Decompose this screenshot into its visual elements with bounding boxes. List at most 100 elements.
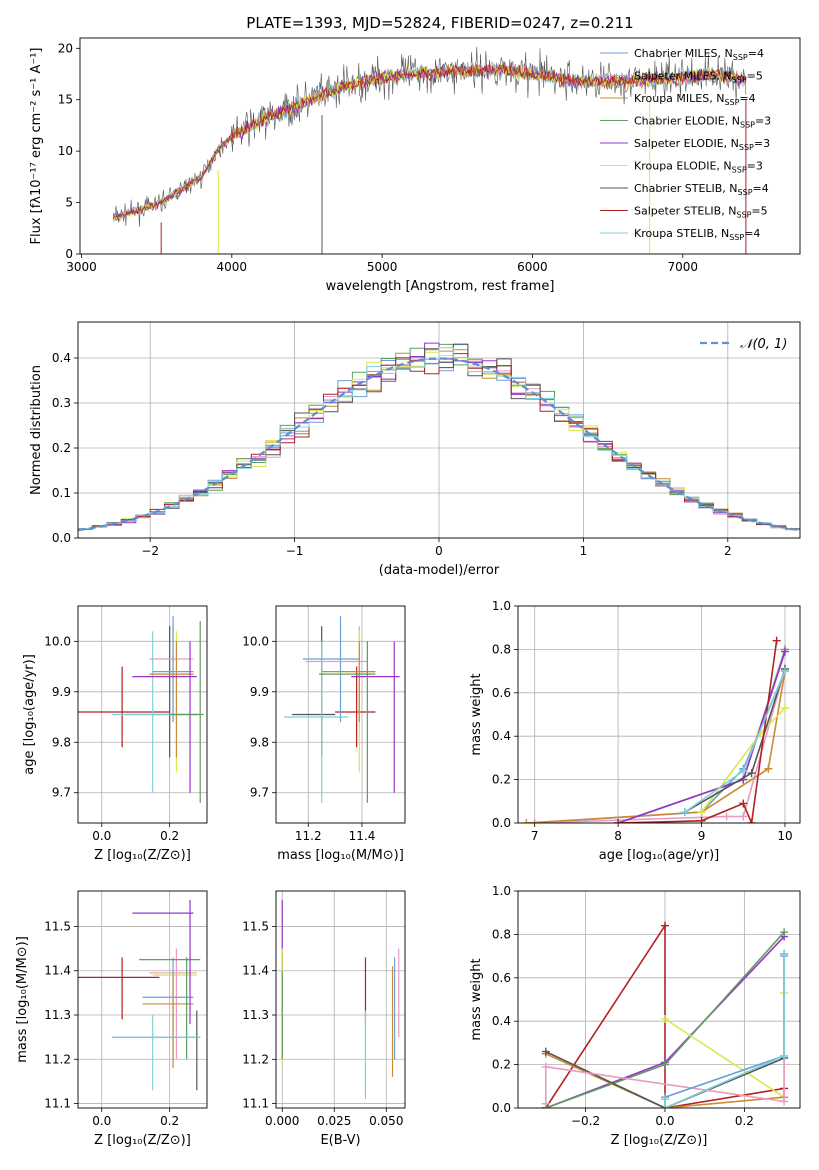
mass-weight-line (700, 707, 786, 813)
x-tick-label: 11.2 (295, 829, 322, 843)
y-tick-label: 0.2 (492, 773, 511, 787)
legend-label: Chabrier MILES, NSSP=4 (634, 47, 764, 62)
x-axis-label: Z [log₁₀(Z/Z⊙)] (611, 1133, 708, 1148)
plot-area (281, 899, 400, 1100)
x-tick-label: −2 (141, 544, 159, 558)
y-tick-label: 5 (65, 196, 73, 210)
plus-marker (541, 1062, 550, 1071)
x-tick-label: 10 (777, 829, 792, 843)
y-tick-label: 11.4 (44, 964, 71, 978)
plus-marker (660, 1015, 669, 1024)
x-axis-label: wavelength [Angstrom, rest frame] (326, 279, 555, 294)
y-tick-label: 11.1 (242, 1097, 269, 1111)
x-axis-label: age [log₁₀(age/yr)] (599, 848, 720, 863)
y-tick-label: 0.0 (492, 1101, 511, 1115)
y-tick-label: 0.8 (492, 642, 511, 656)
y-tick-label: 10.0 (242, 634, 269, 648)
plus-marker (614, 819, 623, 823)
y-axis-label: age [log₁₀(age/yr)] (22, 654, 37, 775)
y-tick-label: 9.8 (52, 735, 71, 749)
legend-label: Chabrier ELODIE, NSSP=3 (634, 115, 771, 130)
plus-marker (739, 812, 748, 821)
y-tick-label: 1.0 (492, 599, 511, 613)
x-tick-label: 2 (724, 544, 732, 558)
legend-label: Chabrier STELIB, NSSP=4 (634, 182, 769, 197)
mass-weight-line (664, 953, 785, 1108)
y-tick-label: 11.5 (44, 919, 71, 933)
y-axis-label: Normed distribution (29, 365, 44, 495)
y-tick-label: 0.6 (492, 971, 511, 985)
plus-marker (697, 808, 706, 817)
y-tick-label: 11.2 (242, 1052, 269, 1066)
x-tick-label: 0.0 (655, 1114, 674, 1128)
mass-vs-extinction-panel: 0.000 0.025 0.050 11.1 11.2 11.3 11.4 11.5 E(B-V… (242, 890, 406, 1148)
y-tick-label: 0.3 (52, 396, 71, 410)
spectrum-panel: 3000 4000 5000 6000 7000 0 5 10 15 20 wavelength [… (29, 14, 801, 294)
x-tick-label: 0.2 (735, 1114, 754, 1128)
y-tick-label: 9.9 (250, 685, 269, 699)
plot-area (522, 636, 789, 823)
x-axis-label: (data-model)/error (379, 563, 500, 578)
x-tick-label: 4000 (217, 260, 248, 274)
y-tick-label: 9.8 (250, 735, 269, 749)
plus-marker (780, 703, 789, 712)
y-axis-label: Flux [fλ10⁻¹⁷ erg cm⁻² s⁻¹ A⁻¹] (29, 48, 44, 245)
axes-frame (275, 605, 406, 824)
plus-marker (739, 799, 748, 808)
x-tick-label: 7 (531, 829, 539, 843)
plus-marker (780, 928, 789, 937)
plus-marker (764, 764, 773, 773)
y-tick-label: 11.5 (242, 919, 269, 933)
legend-label: Kroupa MILES, NSSP=4 (634, 92, 756, 107)
y-tick-label: 9.7 (250, 786, 269, 800)
plot-area (78, 342, 800, 538)
plus-marker (541, 1099, 550, 1108)
x-tick-label: −0.2 (571, 1114, 600, 1128)
mass-weight-vs-age-panel: 7 8 9 10 0.0 0.2 0.4 0.6 0.8 1.0 age [log₁₀(age/yr… (469, 599, 801, 863)
mass-weight-vs-metallicity-panel: −0.2 0.0 0.2 0.0 0.2 0.4 0.6 0.8 1.0 Z [log₁₀(Z/Z… (469, 884, 801, 1148)
y-tick-label: 0.2 (492, 1058, 511, 1072)
x-tick-label: −1 (286, 544, 304, 558)
legend-label: Salpeter ELODIE, NSSP=3 (634, 137, 770, 152)
x-tick-label: 0.0 (92, 829, 111, 843)
y-axis-label: mass [log₁₀(M/M⊙)] (15, 936, 30, 1063)
legend-label: Kroupa ELODIE, NSSP=3 (634, 160, 763, 175)
legend-label: Salpeter STELIB, NSSP=5 (634, 205, 768, 220)
residual-histogram-panel: −2 −1 0 1 2 0.0 0.1 0.2 0.3 0.4 (data-model)/error… (29, 321, 801, 578)
x-axis-label: E(B-V) (320, 1133, 360, 1148)
y-tick-label: 0 (65, 247, 73, 261)
plus-marker (780, 1051, 789, 1060)
plus-marker (722, 812, 731, 821)
plus-marker (541, 1047, 550, 1056)
y-axis-label: mass weight (469, 958, 484, 1040)
y-tick-label: 15 (58, 93, 73, 107)
legend-label: 𝒩(0, 1) (740, 337, 787, 352)
axes-frame (79, 37, 801, 255)
plot-area (78, 899, 201, 1091)
plus-marker (660, 1104, 669, 1108)
plus-marker (780, 667, 789, 676)
x-tick-label: 0.2 (160, 1114, 179, 1128)
y-tick-label: 11.4 (242, 964, 269, 978)
x-axis-label: Z [log₁₀(Z/Z⊙)] (94, 1133, 191, 1148)
x-tick-label: 0 (435, 544, 443, 558)
y-tick-label: 0.0 (492, 816, 511, 830)
x-tick-label: 5000 (367, 260, 398, 274)
x-tick-label: 11.4 (349, 829, 376, 843)
age-vs-metallicity-panel: 0.0 0.2 9.7 9.8 9.9 10.0 Z [log₁₀(Z/Z⊙)] age [l… (22, 605, 208, 863)
chart-title: PLATE=1393, MJD=52824, FIBERID=0247, z=0… (246, 14, 633, 32)
y-axis-label: mass weight (469, 673, 484, 755)
plus-marker (780, 949, 789, 958)
x-tick-label: 6000 (517, 260, 548, 274)
plus-marker (660, 921, 669, 930)
axes-frame (77, 605, 208, 824)
spectrum-line (113, 62, 747, 219)
x-axis-label: Z [log₁₀(Z/Z⊙)] (94, 848, 191, 863)
mass-weight-line (526, 670, 786, 823)
axes-frame (517, 605, 801, 824)
axes-frame (77, 890, 208, 1109)
y-tick-label: 0.4 (52, 351, 71, 365)
plus-marker (697, 816, 706, 823)
x-tick-label: 0.050 (369, 1114, 403, 1128)
x-tick-label: 3000 (66, 260, 97, 274)
